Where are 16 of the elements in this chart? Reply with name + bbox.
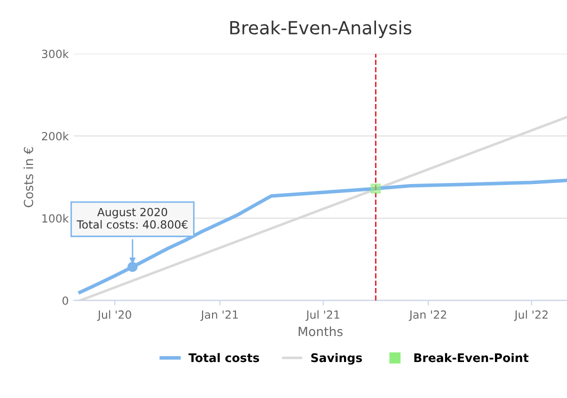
x-axis-title: Months bbox=[298, 326, 343, 336]
x-tick-label: Jan '21 bbox=[200, 310, 238, 321]
y-tick-label: 0 bbox=[62, 296, 68, 305]
y-axis-title: Costs in € bbox=[24, 147, 34, 208]
y-tick-label: 200k bbox=[42, 132, 69, 140]
y-tick-label: 100k bbox=[42, 214, 69, 223]
chart-title: Break-Even-Analysis bbox=[230, 20, 412, 38]
x-tick-label: Jan '22 bbox=[408, 310, 446, 321]
annotation: August 2020 Total costs: 40.800€ bbox=[76, 208, 188, 229]
x-tick-label: Jul '22 bbox=[514, 310, 548, 321]
x-tick-label: Jul '21 bbox=[306, 310, 340, 321]
x-tick-label: Jul '20 bbox=[97, 310, 132, 321]
legend-label: Total costs bbox=[188, 353, 260, 362]
legend-label: Break-Even-Point bbox=[414, 353, 528, 362]
y-tick-label: 300k bbox=[42, 50, 69, 58]
legend-label: Savings bbox=[311, 353, 362, 365]
